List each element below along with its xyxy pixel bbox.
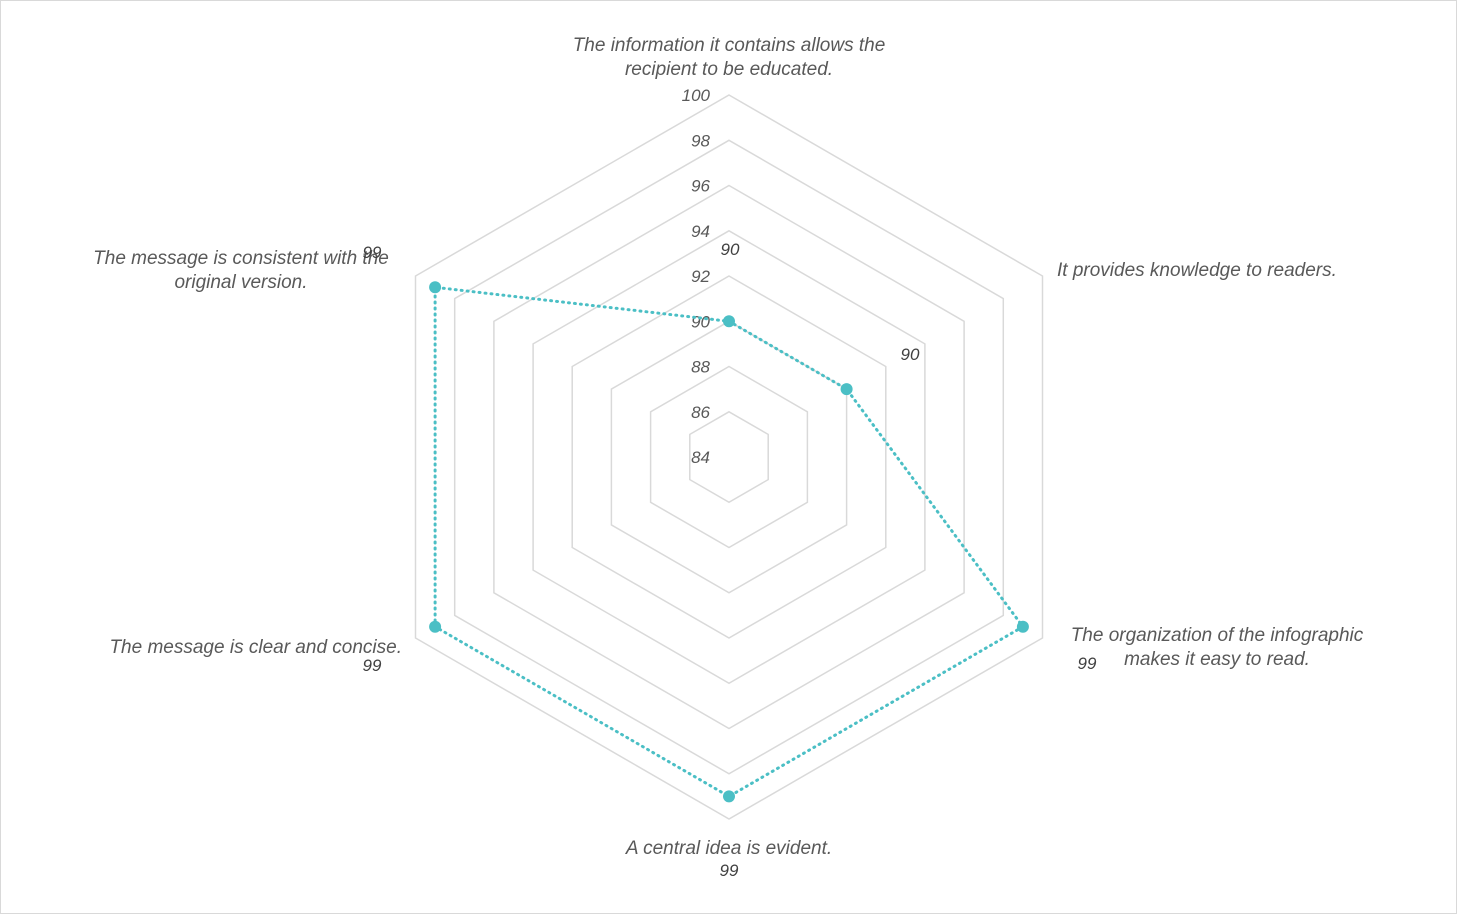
tick-label-100: 100 (682, 86, 711, 105)
data-label-4: 99 (720, 861, 739, 880)
grid-ring-94 (532, 229, 926, 685)
grid-ring-90 (610, 320, 848, 594)
tick-label-92: 92 (691, 267, 710, 286)
category-label-4: A central idea is evident. (625, 838, 832, 859)
series-line (433, 285, 1026, 799)
data-label-3: 99 (1078, 654, 1097, 673)
grid-ring-86 (689, 410, 769, 504)
tick-labels: 84 86 88 90 92 94 96 98 100 (682, 86, 711, 467)
tick-label-84: 84 (691, 448, 710, 467)
tick-label-96: 96 (691, 177, 710, 196)
category-labels: The information it contains allows the re… (93, 35, 1364, 859)
data-point-3 (1016, 620, 1029, 633)
tick-label-88: 88 (691, 358, 710, 377)
tick-label-90: 90 (691, 312, 710, 331)
grid-ring-92 (571, 275, 887, 639)
data-labels: 90 90 99 99 99 99 (363, 240, 1097, 880)
grid-ring-96 (493, 184, 965, 730)
category-label-1: The information it contains allows the re… (573, 35, 886, 80)
grid-ring-98 (453, 139, 1005, 775)
grid-ring-88 (649, 365, 809, 549)
series-layer (429, 281, 1029, 803)
data-point-4 (723, 790, 735, 803)
grid-layer (414, 94, 1044, 820)
data-label-2: 90 (901, 345, 920, 364)
data-label-6: 99 (363, 243, 382, 262)
tick-label-86: 86 (691, 403, 710, 422)
grid-ring-100 (414, 94, 1044, 820)
data-point-1 (723, 315, 735, 328)
data-point-2 (840, 383, 853, 396)
data-point-5 (429, 620, 442, 633)
category-label-2: It provides knowledge to readers. (1057, 260, 1337, 281)
data-point-6 (429, 281, 442, 294)
tick-label-94: 94 (691, 222, 710, 241)
data-label-5: 99 (363, 656, 382, 675)
tick-label-98: 98 (691, 131, 710, 150)
category-label-6: The message is consistent with the origin… (93, 248, 389, 293)
category-label-3: The organization of the infographic makes… (1071, 625, 1364, 670)
category-label-5: The message is clear and concise. (109, 637, 402, 658)
data-label-1: 90 (721, 240, 740, 259)
